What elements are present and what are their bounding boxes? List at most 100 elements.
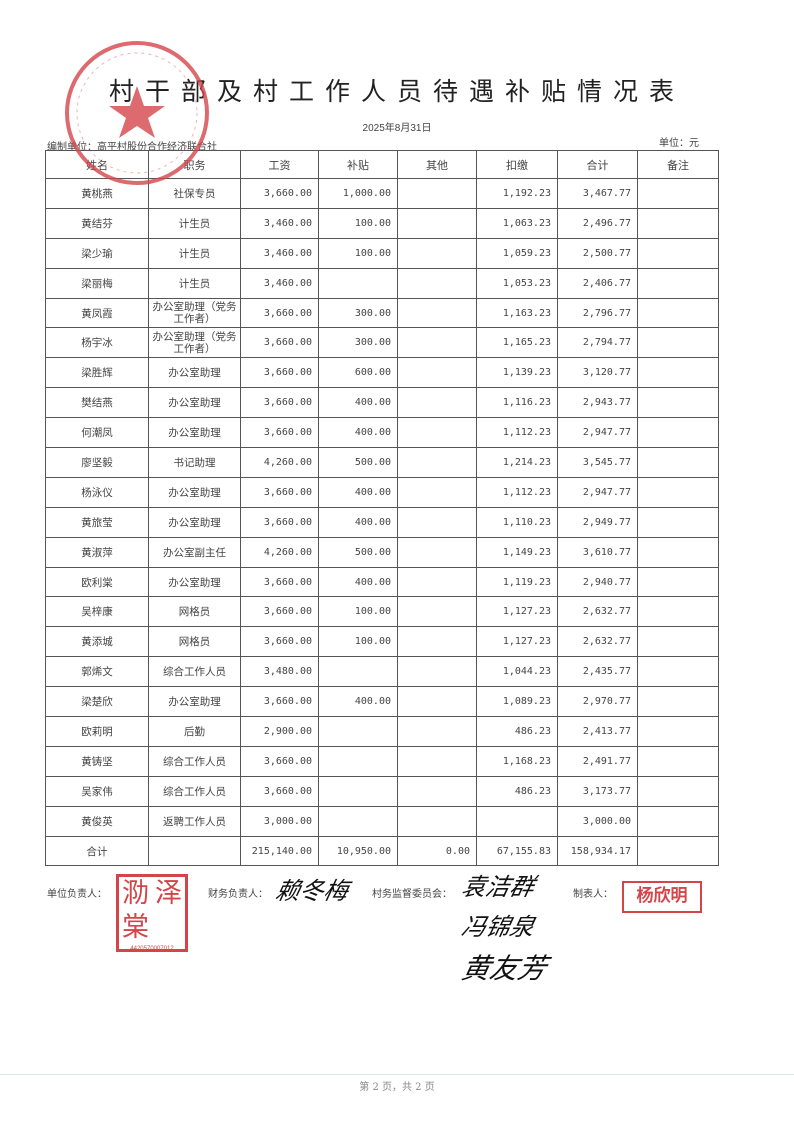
cell-name: 何潮凤 [45,417,149,449]
cell-notes [637,656,719,688]
cell-name: 黄凤霞 [45,297,149,329]
cell-deduction: 486.23 [476,775,558,807]
cell-other [397,716,477,747]
column-header-subsidy: 补贴 [318,150,398,179]
cell-notes [637,686,719,718]
cell-notes [637,626,719,658]
table-row: 黄铸坚 综合工作人员 3,660.00 1,168.23 2,491.77 [45,745,719,777]
page-indicator: 第 2 页，共 2 页 [359,1082,435,1093]
cell-name: 杨宇冰 [45,327,149,359]
cell-role: 办公室助理 [148,566,241,598]
cell-subsidy: 400.00 [318,387,398,419]
cell-name: 合计 [45,835,149,867]
cell-subsidy [318,775,398,807]
cell-role: 办公室助理（党务工作者） [148,327,241,359]
cell-name: 郭烯文 [45,656,149,688]
cell-other [397,447,477,478]
cell-other [397,775,477,807]
cell-notes [637,835,719,867]
cell-total: 2,796.77 [557,297,638,329]
cell-notes [637,417,719,449]
cell-name: 梁少瑜 [45,237,149,269]
table-row: 黄添城 网格员 3,660.00 100.00 1,127.23 2,632.77 [45,626,719,658]
cell-total: 3,467.77 [557,178,638,209]
column-header-total: 合计 [557,150,638,179]
cell-salary: 3,660.00 [240,357,319,389]
cell-total: 3,000.00 [557,805,638,837]
cell-salary: 3,480.00 [240,656,319,688]
cell-notes [637,447,719,478]
table-row: 欧莉明 后勤 2,900.00 486.23 2,413.77 [45,716,719,747]
cell-name: 黄俊英 [45,805,149,837]
cell-deduction: 1,059.23 [476,237,558,269]
cell-name: 梁胜辉 [45,357,149,389]
table-row: 梁胜辉 办公室助理 3,660.00 600.00 1,139.23 3,120.77 [45,357,719,389]
cell-total: 2,435.77 [557,656,638,688]
cell-total: 3,120.77 [557,357,638,389]
cell-other [397,686,477,718]
cell-salary: 3,660.00 [240,745,319,777]
table-row: 梁楚欣 办公室助理 3,660.00 400.00 1,089.23 2,970.77 [45,686,719,718]
cell-role: 办公室助理 [148,686,241,718]
cell-role: 计生员 [148,267,241,299]
table-row: 梁少瑜 计生员 3,460.00 100.00 1,059.23 2,500.77 [45,237,719,269]
cell-role: 办公室助理（党务工作者） [148,297,241,329]
total-row: 合计 215,140.00 10,950.00 0.00 67,155.83 158,93… [45,835,719,867]
cell-notes [637,267,719,299]
column-header-role: 职务 [148,150,241,179]
cell-notes [637,297,719,329]
supervision-committee-label: 村务监督委员会： [372,889,452,900]
cell-other [397,656,477,688]
maker-label: 制表人： [573,889,613,900]
cell-deduction: 1,149.23 [476,536,558,568]
cell-deduction: 1,139.23 [476,357,558,389]
cell-salary: 3,460.00 [240,207,319,239]
supervision-signature-3: 黄友芳 [458,952,550,985]
cell-notes [637,476,719,508]
table-row: 何潮凤 办公室助理 3,660.00 400.00 1,112.23 2,947.77 [45,417,719,449]
cell-notes [637,566,719,598]
cell-deduction [476,805,558,837]
cell-deduction: 1,168.23 [476,745,558,777]
cell-role: 计生员 [148,237,241,269]
column-header-deduction: 扣缴 [476,150,558,179]
cell-other [397,267,477,299]
cell-subsidy: 500.00 [318,447,398,478]
cell-subsidy: 600.00 [318,357,398,389]
cell-notes [637,775,719,807]
column-header-name: 姓名 [45,150,149,179]
cell-other [397,327,477,359]
table-row: 黄旅莹 办公室助理 3,660.00 400.00 1,110.23 2,949.77 [45,506,719,538]
table-row: 黄淑萍 办公室副主任 4,260.00 500.00 1,149.23 3,610.77 [45,536,719,568]
cell-subsidy: 300.00 [318,327,398,359]
cell-name: 杨泳仪 [45,476,149,508]
supervision-signature-2: 冯锦泉 [459,913,537,941]
cell-salary: 2,900.00 [240,716,319,747]
cell-deduction: 1,214.23 [476,447,558,478]
cell-notes [637,745,719,777]
cell-subsidy: 500.00 [318,536,398,568]
cell-role: 书记助理 [148,447,241,478]
cell-deduction: 1,119.23 [476,566,558,598]
cell-salary: 3,000.00 [240,805,319,837]
cell-notes [637,357,719,389]
table-row: 吴家伟 综合工作人员 3,660.00 486.23 3,173.77 [45,775,719,807]
table-row: 欧利棠 办公室助理 3,660.00 400.00 1,119.23 2,940.77 [45,566,719,598]
cell-name: 梁楚欣 [45,686,149,718]
cell-other [397,536,477,568]
cell-subsidy: 400.00 [318,417,398,449]
cell-name: 黄桃燕 [45,178,149,209]
cell-salary: 3,660.00 [240,476,319,508]
cell-notes [637,536,719,568]
cell-deduction: 1,163.23 [476,297,558,329]
cell-other [397,596,477,628]
cell-total: 2,632.77 [557,626,638,658]
cell-role [148,835,241,867]
table-row: 杨泳仪 办公室助理 3,660.00 400.00 1,112.23 2,947.77 [45,476,719,508]
supervision-signature-1: 袁洁群 [459,873,537,901]
table-row: 郭烯文 综合工作人员 3,480.00 1,044.23 2,435.77 [45,656,719,688]
cell-salary: 4,260.00 [240,447,319,478]
cell-total: 158,934.17 [557,835,638,867]
cell-other [397,387,477,419]
cell-salary: 3,660.00 [240,626,319,658]
